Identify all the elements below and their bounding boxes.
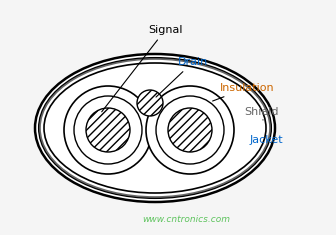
Ellipse shape bbox=[40, 59, 270, 197]
Text: Jacket: Jacket bbox=[250, 135, 284, 145]
Circle shape bbox=[137, 90, 163, 116]
Circle shape bbox=[86, 108, 130, 152]
Text: Drain: Drain bbox=[156, 57, 208, 97]
Ellipse shape bbox=[39, 58, 271, 198]
Circle shape bbox=[146, 86, 234, 174]
Text: www.cntronics.com: www.cntronics.com bbox=[142, 215, 230, 224]
Circle shape bbox=[156, 96, 224, 164]
Circle shape bbox=[64, 86, 152, 174]
Circle shape bbox=[168, 108, 212, 152]
Ellipse shape bbox=[44, 63, 266, 193]
Text: Signal: Signal bbox=[102, 25, 182, 112]
Circle shape bbox=[74, 96, 142, 164]
Text: Shield: Shield bbox=[244, 107, 279, 120]
Ellipse shape bbox=[35, 54, 275, 202]
Text: Insulation: Insulation bbox=[213, 83, 275, 101]
